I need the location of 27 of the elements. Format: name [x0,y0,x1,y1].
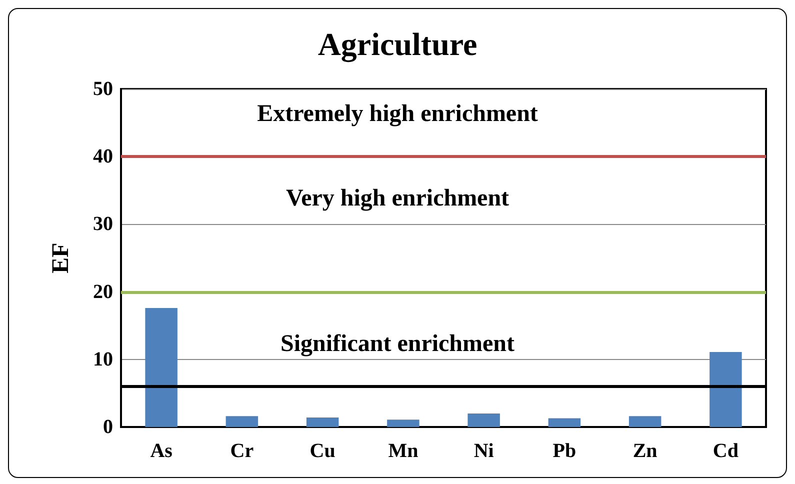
x-tick-label: Cd [712,440,738,462]
bar [710,352,742,427]
bar [548,418,581,427]
annotation: Significant enrichment [280,330,515,357]
annotation: Extremely high enrichment [257,101,538,128]
x-tick-label: Pb [552,440,576,462]
bar [226,416,258,427]
x-tick-label: Zn [632,440,658,462]
y-tick-label: 30 [93,213,113,236]
bar [628,416,662,427]
bar [468,413,500,427]
y-tick-label: 0 [103,416,113,438]
x-tick-label: Ni [474,440,494,462]
x-tick-label: As [150,440,173,462]
y-tick-label: 40 [93,146,113,168]
x-tick-label: Cu [310,440,336,462]
bar [387,420,420,427]
y-axis-title: EF [48,242,74,274]
x-tick-label: Mn [388,440,418,462]
y-tick-label: 20 [93,280,113,303]
bar [306,418,339,427]
chart-title: Agriculture [318,26,478,63]
y-tick-label: 50 [93,78,113,100]
bar [145,308,178,427]
x-tick-label: Cr [230,440,254,462]
annotation: Very high enrichment [286,186,510,212]
y-tick-label: 10 [93,348,113,370]
